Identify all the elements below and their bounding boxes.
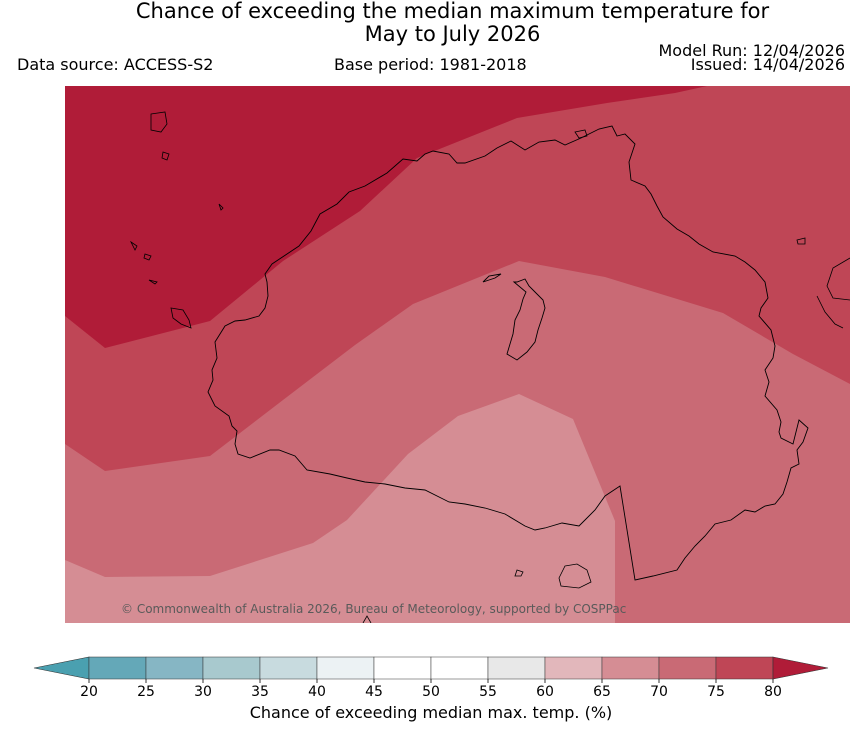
colorbar-tick-label: 80 xyxy=(764,684,782,700)
band-80-plus xyxy=(65,86,707,348)
small-island-w-1 xyxy=(129,240,138,251)
colorbar-high-extension xyxy=(772,656,829,680)
colorbar-tick-label: 60 xyxy=(536,684,554,700)
colorbar-tick-label: 40 xyxy=(308,684,326,700)
colorbar-segment xyxy=(658,656,717,680)
colorbar-segment xyxy=(88,656,147,680)
colorbar-tick-label: 25 xyxy=(137,684,155,700)
colorbar-segment xyxy=(715,656,774,680)
colorbar: 20 25 30 35 40 45 50 55 60 65 70 75 80 xyxy=(33,656,829,700)
small-island-w-3 xyxy=(148,279,158,285)
probability-map: © Commonwealth of Australia 2026, Bureau… xyxy=(65,86,850,623)
colorbar-tick-label: 65 xyxy=(593,684,611,700)
colorbar-label: Chance of exceeding median max. temp. (%… xyxy=(249,703,613,722)
colorbar-tick-label: 30 xyxy=(194,684,212,700)
small-island-s-2 xyxy=(558,563,592,589)
colorbar-ticks: 20 25 30 35 40 45 50 55 60 65 70 75 80 xyxy=(80,679,782,700)
copyright-text: © Commonwealth of Australia 2026, Bureau… xyxy=(121,602,626,616)
small-island-e-2 xyxy=(816,257,850,329)
small-island-e-1 xyxy=(796,237,806,245)
issued-label: Issued: 14/04/2026 xyxy=(690,55,845,74)
small-island-w-2 xyxy=(143,253,152,261)
main-island-outline xyxy=(207,125,809,581)
colorbar-segment xyxy=(373,656,432,680)
model-run-label: Model Run: 12/04/2026 xyxy=(658,41,846,60)
colorbar-tick-label: 35 xyxy=(251,684,269,700)
small-island-w-4 xyxy=(170,307,192,329)
colorbar-tick-label: 75 xyxy=(707,684,725,700)
colorbar-segment xyxy=(145,656,204,680)
colorbar-tick-label: 55 xyxy=(479,684,497,700)
colorbar-segment xyxy=(259,656,318,680)
small-island-nw-2 xyxy=(161,151,170,161)
base-period-label: Base period: 1981-2018 xyxy=(334,55,527,74)
colorbar-tick-label: 20 xyxy=(80,684,98,700)
colorbar-segment xyxy=(202,656,261,680)
inner-island-outline xyxy=(482,273,546,361)
colorbar-segment xyxy=(316,656,375,680)
title-line-1: Chance of exceeding the median maximum t… xyxy=(135,0,770,23)
colorbar-tick-label: 70 xyxy=(650,684,668,700)
small-island-ne-1 xyxy=(574,129,588,139)
colorbar-tick-label: 50 xyxy=(422,684,440,700)
small-island-s-1 xyxy=(514,569,524,577)
colorbar-segment xyxy=(544,656,603,680)
colorbar-low-extension xyxy=(33,656,90,680)
small-island-n-1 xyxy=(218,203,224,211)
data-source-label: Data source: ACCESS-S2 xyxy=(17,55,214,74)
colorbar-segment xyxy=(601,656,660,680)
colorbar-segments xyxy=(88,656,774,680)
colorbar-segment xyxy=(430,656,489,680)
small-island-s-3 xyxy=(362,615,372,623)
small-island-nw-1 xyxy=(150,111,168,133)
map-title: Chance of exceeding the median maximum t… xyxy=(0,0,862,46)
colorbar-tick-label: 45 xyxy=(365,684,383,700)
colorbar-segment xyxy=(487,656,546,680)
title-line-2: May to July 2026 xyxy=(364,22,541,46)
